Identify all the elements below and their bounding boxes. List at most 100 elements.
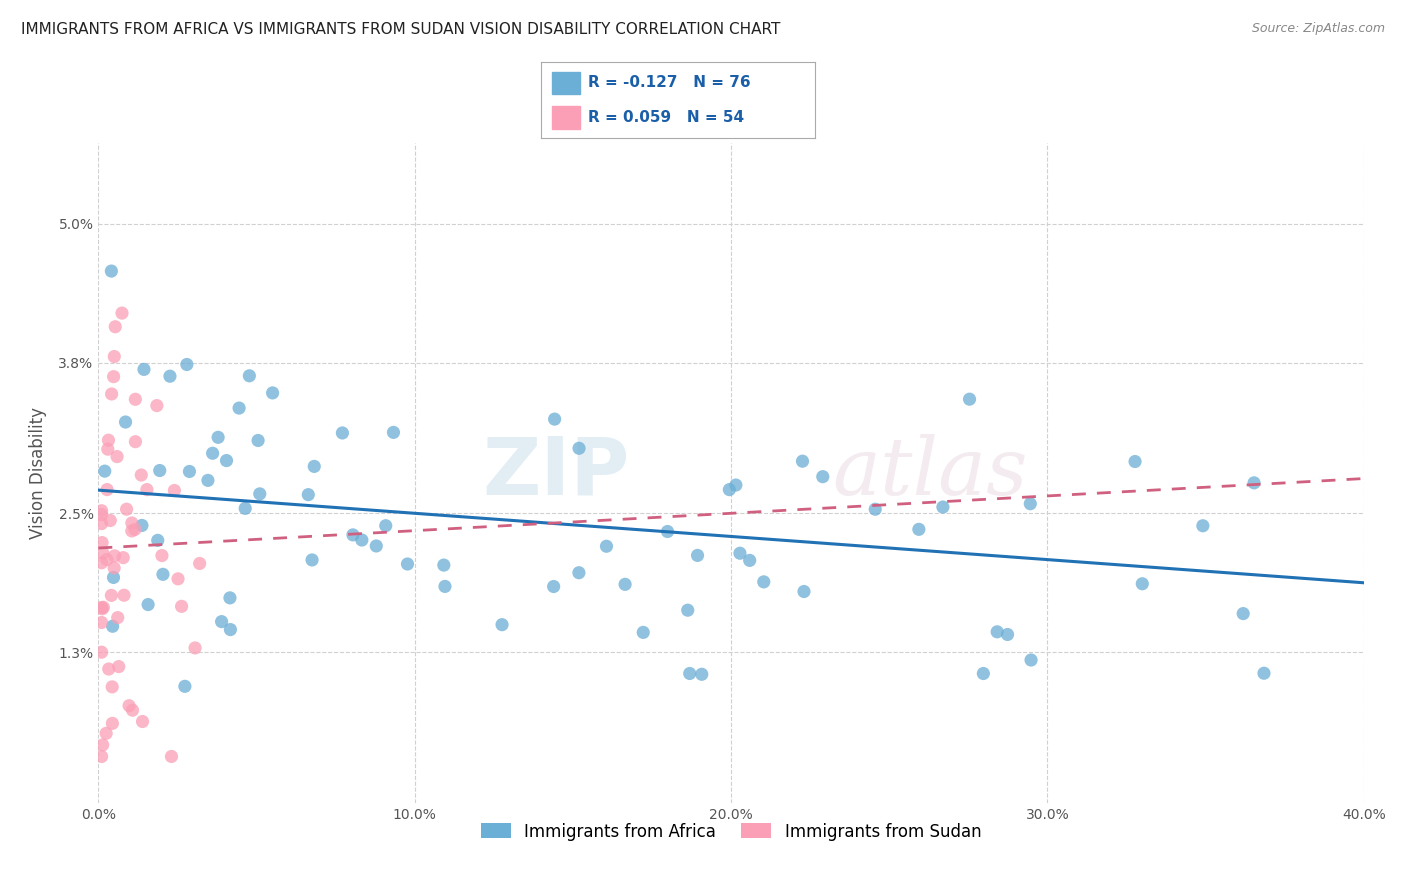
Immigrants from Sudan	[96, 483, 118, 497]
Immigrants from Africa	[249, 487, 271, 501]
Immigrants from Sudan	[90, 504, 112, 518]
Immigrants from Africa	[997, 627, 1019, 641]
Immigrants from Sudan	[100, 588, 122, 602]
Immigrants from Sudan	[91, 738, 114, 752]
Immigrants from Sudan	[146, 399, 169, 413]
Immigrants from Africa	[342, 528, 364, 542]
Immigrants from Sudan	[90, 556, 112, 570]
Immigrants from Sudan	[121, 703, 143, 717]
Immigrants from Africa	[491, 617, 513, 632]
Immigrants from Africa	[233, 501, 256, 516]
Immigrants from Africa	[686, 549, 709, 563]
Immigrants from Africa	[100, 264, 122, 278]
Bar	[553, 71, 579, 95]
Immigrants from Sudan	[135, 483, 157, 497]
Immigrants from Africa	[972, 666, 994, 681]
Immigrants from Africa	[103, 570, 125, 584]
Immigrants from Sudan	[101, 680, 124, 694]
Immigrants from Sudan	[105, 450, 128, 464]
Immigrants from Africa	[374, 518, 396, 533]
Immigrants from Africa	[595, 539, 617, 553]
Immigrants from Africa	[1019, 497, 1042, 511]
Immigrants from Sudan	[97, 434, 120, 448]
Immigrants from Sudan	[188, 557, 211, 571]
Immigrants from Africa	[1253, 666, 1275, 681]
Immigrants from Sudan	[107, 659, 129, 673]
Immigrants from Africa	[1232, 607, 1254, 621]
Immigrants from Africa	[792, 454, 814, 468]
Immigrants from Africa	[247, 434, 270, 448]
Immigrants from Africa	[101, 619, 124, 633]
Immigrants from Africa	[215, 453, 238, 467]
Immigrants from Africa	[179, 465, 201, 479]
Immigrants from Africa	[1019, 653, 1042, 667]
Immigrants from Sudan	[163, 483, 186, 498]
Immigrants from Sudan	[124, 392, 146, 407]
Immigrants from Africa	[211, 615, 233, 629]
Immigrants from Africa	[679, 666, 702, 681]
Immigrants from Africa	[207, 430, 229, 444]
Immigrants from Sudan	[184, 640, 207, 655]
Immigrants from Africa	[568, 566, 591, 580]
Immigrants from Sudan	[90, 749, 112, 764]
Text: R = 0.059   N = 54: R = 0.059 N = 54	[588, 111, 744, 125]
Immigrants from Sudan	[121, 524, 143, 538]
Immigrants from Africa	[149, 463, 172, 477]
Immigrants from Africa	[433, 558, 456, 573]
Immigrants from Sudan	[111, 306, 134, 320]
Immigrants from Africa	[146, 533, 169, 548]
Immigrants from Africa	[728, 546, 751, 560]
Immigrants from Sudan	[91, 535, 114, 549]
Immigrants from Sudan	[131, 714, 153, 729]
Immigrants from Africa	[228, 401, 250, 415]
Immigrants from Africa	[173, 679, 195, 693]
Immigrants from Africa	[1123, 454, 1146, 468]
Immigrants from Sudan	[101, 716, 124, 731]
Immigrants from Africa	[219, 623, 242, 637]
Immigrants from Africa	[657, 524, 679, 539]
Y-axis label: Vision Disability: Vision Disability	[30, 407, 48, 539]
Immigrants from Africa	[159, 369, 181, 384]
Immigrants from Africa	[752, 574, 775, 589]
Immigrants from Africa	[350, 533, 373, 547]
Immigrants from Sudan	[91, 602, 114, 616]
Immigrants from Sudan	[90, 645, 112, 659]
Immigrants from Africa	[932, 500, 955, 514]
Immigrants from Africa	[262, 385, 284, 400]
Immigrants from Sudan	[103, 549, 125, 563]
Immigrants from Africa	[1243, 475, 1265, 490]
Immigrants from Africa	[132, 362, 155, 376]
Immigrants from Sudan	[107, 610, 129, 624]
Immigrants from Africa	[793, 584, 815, 599]
Immigrants from Africa	[114, 415, 136, 429]
Immigrants from Sudan	[90, 516, 112, 531]
Immigrants from Sudan	[96, 726, 118, 740]
Immigrants from Africa	[676, 603, 699, 617]
Immigrants from Sudan	[104, 319, 127, 334]
Immigrants from Africa	[543, 412, 565, 426]
Immigrants from Africa	[690, 667, 713, 681]
Immigrants from Sudan	[93, 600, 115, 615]
Immigrants from Africa	[131, 518, 153, 533]
Immigrants from Sudan	[90, 600, 112, 615]
Immigrants from Africa	[433, 579, 456, 593]
Text: atlas: atlas	[832, 434, 1028, 511]
Immigrants from Africa	[302, 459, 325, 474]
Immigrants from Africa	[865, 502, 887, 516]
Immigrants from Africa	[959, 392, 981, 407]
Text: Source: ZipAtlas.com: Source: ZipAtlas.com	[1251, 22, 1385, 36]
Legend: Immigrants from Africa, Immigrants from Sudan: Immigrants from Africa, Immigrants from …	[474, 816, 988, 847]
Immigrants from Africa	[136, 598, 159, 612]
Immigrants from Africa	[908, 522, 931, 536]
Immigrants from Sudan	[90, 508, 112, 522]
Immigrants from Africa	[382, 425, 405, 440]
Immigrants from Sudan	[100, 387, 122, 401]
Immigrants from Africa	[238, 368, 260, 383]
Immigrants from Sudan	[98, 514, 121, 528]
Immigrants from Africa	[301, 553, 323, 567]
Immigrants from Sudan	[150, 549, 173, 563]
Immigrants from Africa	[718, 483, 741, 497]
Immigrants from Africa	[631, 625, 654, 640]
Bar	[553, 106, 579, 129]
Immigrants from Sudan	[97, 662, 120, 676]
